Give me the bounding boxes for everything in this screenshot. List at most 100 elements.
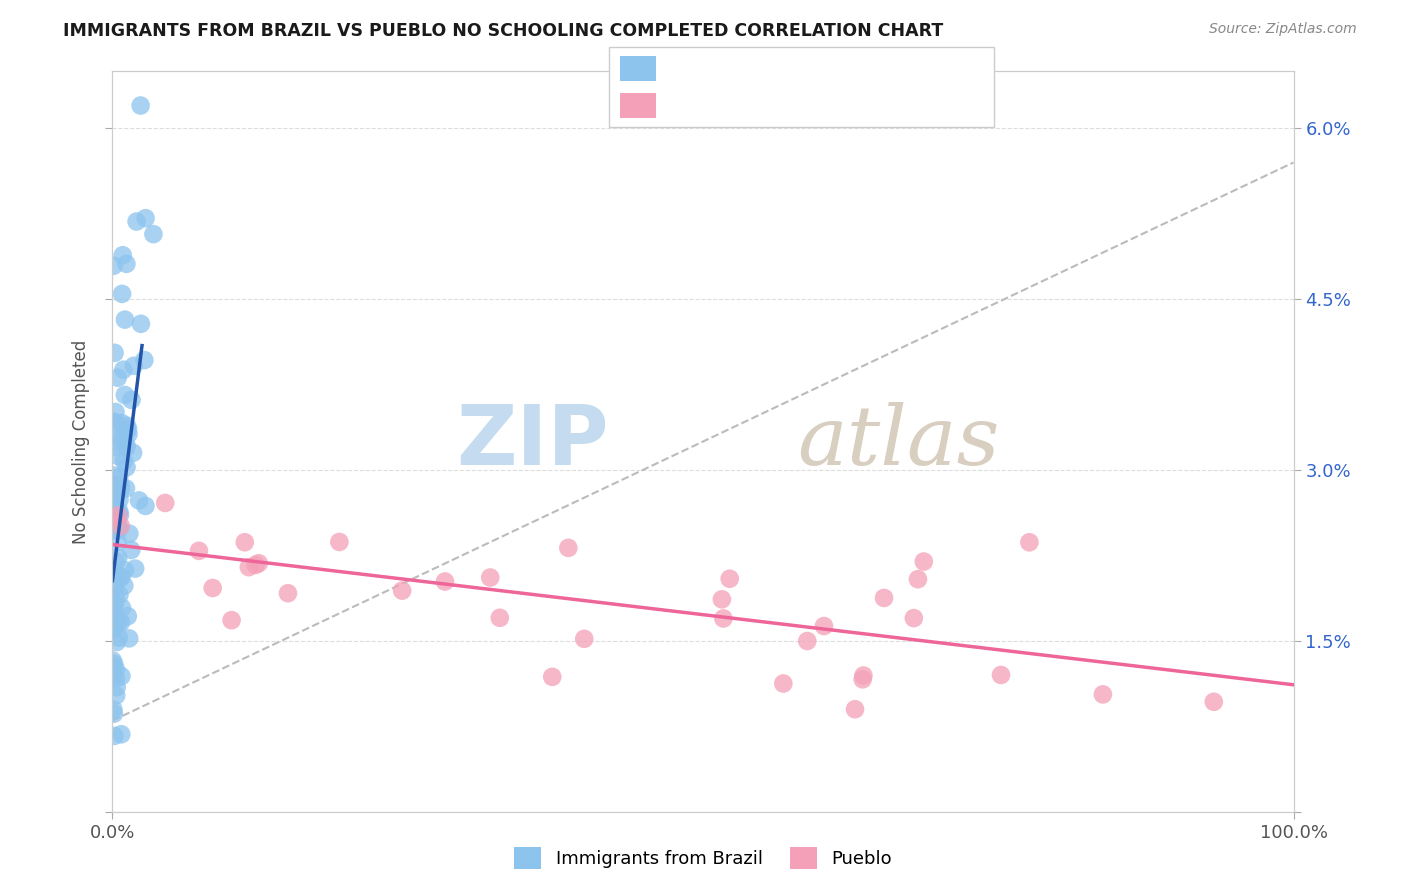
Point — [903, 611, 925, 625]
Point — [103, 669, 125, 683]
Point — [713, 611, 735, 625]
Point — [114, 312, 136, 326]
Bar — [620, 55, 655, 81]
Point — [129, 317, 152, 331]
Point — [187, 544, 209, 558]
Point — [115, 418, 138, 433]
Y-axis label: No Schooling Completed: No Schooling Completed — [72, 340, 90, 543]
Point — [118, 526, 141, 541]
Point — [111, 600, 134, 615]
Point — [221, 613, 243, 627]
Point — [101, 481, 124, 495]
Point — [105, 672, 128, 686]
Point — [108, 470, 131, 484]
Point — [479, 570, 502, 584]
Point — [115, 441, 138, 455]
Point — [125, 214, 148, 228]
Point — [103, 493, 125, 508]
Text: 104: 104 — [920, 60, 955, 78]
Point — [114, 563, 136, 577]
Point — [124, 561, 146, 575]
Point — [391, 583, 413, 598]
Point — [122, 446, 145, 460]
Point — [142, 227, 165, 241]
Point — [101, 468, 124, 483]
Point — [1018, 535, 1040, 549]
Point — [912, 555, 935, 569]
Point — [110, 569, 132, 583]
Point — [433, 574, 456, 589]
Point — [103, 346, 125, 360]
Point — [245, 558, 267, 572]
Point — [103, 512, 125, 526]
Point — [107, 535, 129, 549]
Point — [101, 653, 124, 667]
Point — [108, 508, 131, 522]
Point — [110, 570, 132, 584]
Point — [105, 440, 128, 454]
Point — [115, 257, 138, 271]
Point — [1091, 687, 1114, 701]
Point — [852, 668, 875, 682]
Point — [121, 392, 143, 407]
Point — [134, 499, 156, 513]
Text: N =: N = — [849, 60, 880, 78]
Point — [108, 431, 131, 445]
Text: 0.123: 0.123 — [762, 60, 814, 78]
Point — [104, 591, 127, 605]
Point — [710, 592, 733, 607]
Point — [105, 524, 128, 538]
Point — [111, 248, 134, 262]
Point — [103, 659, 125, 673]
Point — [574, 632, 596, 646]
Point — [852, 673, 875, 687]
Point — [907, 572, 929, 586]
Point — [103, 614, 125, 628]
Point — [103, 729, 125, 743]
Point — [104, 405, 127, 419]
Point — [114, 388, 136, 402]
Point — [104, 488, 127, 502]
Point — [1202, 695, 1225, 709]
Point — [105, 515, 128, 529]
Point — [155, 496, 177, 510]
Text: R =: R = — [672, 96, 702, 114]
Point — [772, 676, 794, 690]
Point — [101, 565, 124, 579]
Point — [103, 566, 125, 581]
Point — [103, 259, 125, 273]
Point — [103, 598, 125, 612]
Text: 37: 37 — [928, 96, 950, 114]
Point — [112, 428, 135, 442]
Point — [103, 607, 125, 621]
Point — [103, 619, 125, 633]
Point — [101, 415, 124, 429]
Point — [238, 560, 260, 574]
Point — [108, 588, 131, 602]
Point — [108, 504, 131, 518]
Point — [557, 541, 579, 555]
Text: R =: R = — [672, 60, 702, 78]
Point — [117, 609, 139, 624]
Point — [104, 597, 127, 611]
Point — [277, 586, 299, 600]
Text: IMMIGRANTS FROM BRAZIL VS PUEBLO NO SCHOOLING COMPLETED CORRELATION CHART: IMMIGRANTS FROM BRAZIL VS PUEBLO NO SCHO… — [63, 22, 943, 40]
Point — [718, 572, 741, 586]
Point — [108, 433, 131, 447]
Point — [103, 517, 125, 532]
Point — [107, 449, 129, 463]
Point — [108, 631, 131, 645]
Point — [110, 669, 132, 683]
Point — [129, 98, 152, 112]
Point — [247, 556, 270, 570]
Point — [110, 615, 132, 630]
Point — [111, 286, 134, 301]
Point — [135, 211, 157, 226]
Point — [873, 591, 896, 605]
Point — [488, 611, 510, 625]
Point — [103, 511, 125, 525]
Point — [122, 359, 145, 373]
Point — [134, 353, 156, 368]
Point — [108, 492, 131, 507]
Point — [233, 535, 256, 549]
